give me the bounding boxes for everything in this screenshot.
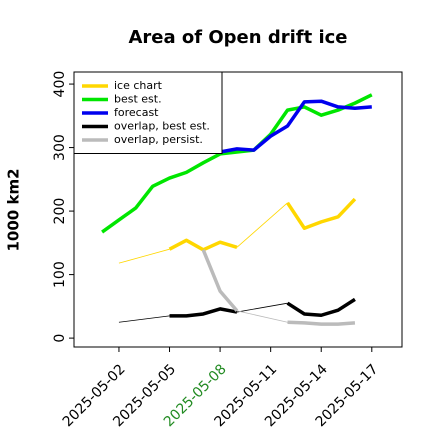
gap-connector bbox=[118, 248, 170, 264]
legend-label: overlap, persist. bbox=[114, 133, 203, 146]
legend-label: overlap, best est. bbox=[114, 120, 210, 133]
series-line bbox=[201, 249, 356, 326]
y-tick-label: 0 bbox=[52, 334, 68, 343]
gap-connector bbox=[236, 202, 288, 248]
series-line bbox=[219, 99, 372, 154]
y-tick-label: 200 bbox=[52, 198, 68, 225]
series-line bbox=[169, 297, 356, 318]
gap-connector bbox=[236, 302, 288, 313]
y-tick-label: 300 bbox=[52, 134, 68, 161]
y-tick-label: 100 bbox=[52, 261, 68, 288]
legend-label: ice chart bbox=[114, 79, 163, 92]
series-line bbox=[101, 93, 373, 234]
chart-title: Area of Open drift ice bbox=[128, 27, 347, 48]
gap-connector bbox=[236, 310, 288, 323]
gap-connector bbox=[118, 315, 170, 323]
series-line bbox=[168, 197, 357, 252]
y-axis-label: 1000 km2 bbox=[5, 168, 23, 251]
legend-label: forecast bbox=[114, 106, 159, 119]
y-tick-label: 400 bbox=[52, 71, 68, 98]
legend-label: best est. bbox=[114, 93, 162, 106]
plot-frame bbox=[73, 71, 403, 348]
